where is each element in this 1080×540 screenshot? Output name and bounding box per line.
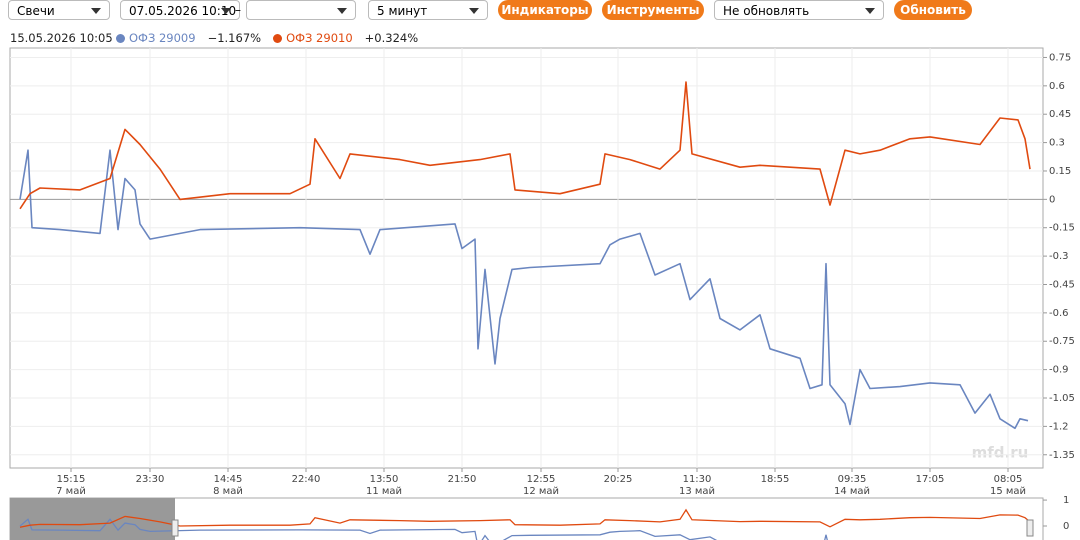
legend-label: ОФЗ 29010 <box>286 31 353 45</box>
legend-marker <box>116 33 125 43</box>
y-tick-label: -0.15 <box>1049 223 1075 234</box>
x-tick-label: 11:30 <box>683 474 712 485</box>
x-tick-date: 12 май <box>523 486 559 497</box>
navigator-mask <box>10 498 175 540</box>
navigator-handle[interactable] <box>1026 519 1034 537</box>
x-tick-label: 13:50 <box>370 474 399 485</box>
x-tick-label: 08:05 <box>994 474 1023 485</box>
y-tick-label: 0 <box>1049 194 1055 205</box>
y-tick-label: -1.35 <box>1049 450 1075 461</box>
separator: – <box>235 3 241 17</box>
interval-select[interactable]: 5 минут <box>368 0 488 20</box>
x-tick-label: 12:55 <box>527 474 556 485</box>
x-tick-label: 18:55 <box>761 474 790 485</box>
nav-tick-label: 0 <box>1063 521 1069 532</box>
series-line <box>19 81 1031 210</box>
x-tick-label: 15:15 <box>57 474 86 485</box>
x-tick-label: 23:30 <box>136 474 165 485</box>
y-tick-label: -1.05 <box>1049 393 1075 404</box>
legend: ОФЗ 29009 −1.167% ОФЗ 29010 +0.324% <box>116 31 418 45</box>
y-tick-label: -0.6 <box>1049 308 1069 319</box>
y-tick-label: -0.3 <box>1049 251 1069 262</box>
watermark: mfd.ru <box>972 444 1029 462</box>
x-tick-label: 14:45 <box>214 474 243 485</box>
navigator-line <box>19 508 1031 528</box>
legend-item: ОФЗ 29010 +0.324% <box>273 31 418 45</box>
y-tick-label: -0.45 <box>1049 279 1075 290</box>
x-tick-date: 11 май <box>366 486 402 497</box>
navigator-lines <box>19 508 1031 540</box>
x-tick-label: 22:40 <box>292 474 321 485</box>
x-tick-date: 13 май <box>679 486 715 497</box>
y-tick-label: 0.75 <box>1049 52 1071 63</box>
x-tick-label: 21:50 <box>448 474 477 485</box>
legend-change: +0.324% <box>364 31 419 45</box>
indicators-button[interactable]: Индикаторы <box>498 0 592 20</box>
x-tick-date: 8 май <box>213 486 243 497</box>
series-line <box>19 149 1029 430</box>
x-tick-date: 14 май <box>834 486 870 497</box>
y-tick-label: 0.45 <box>1049 109 1071 120</box>
x-tick-date: 7 май <box>56 486 86 497</box>
x-tick-label: 17:05 <box>916 474 945 485</box>
legend-marker <box>273 33 283 43</box>
chart-type-select[interactable]: Свечи <box>8 0 110 20</box>
navigator-handle[interactable] <box>171 519 179 537</box>
y-tick-label: -0.75 <box>1049 336 1075 347</box>
y-tick-label: 0.3 <box>1049 138 1065 149</box>
nav-tick-label: 1 <box>1063 495 1069 506</box>
legend-change: −1.167% <box>207 31 262 45</box>
x-tick-date: 15 май <box>990 486 1026 497</box>
date-to-input[interactable] <box>246 0 356 20</box>
y-tick-label: -1.2 <box>1049 421 1069 432</box>
instruments-button[interactable]: Инструменты <box>602 0 704 20</box>
refresh-mode-select[interactable]: Не обновлять <box>714 0 884 20</box>
refresh-button[interactable]: Обновить <box>894 0 972 20</box>
y-tick-label: 0.6 <box>1049 81 1065 92</box>
plot-frame <box>9 47 1044 469</box>
date-from-input[interactable]: 07.05.2026 10:10 <box>120 0 240 20</box>
y-tick-label: -0.9 <box>1049 365 1069 376</box>
legend-date: 15.05.2026 10:05 <box>10 31 113 45</box>
legend-item: ОФЗ 29009 −1.167% <box>116 31 261 45</box>
legend-label: ОФЗ 29009 <box>129 31 196 45</box>
x-tick-label: 20:25 <box>604 474 633 485</box>
navigator-line <box>19 518 828 540</box>
x-tick-label: 09:35 <box>838 474 867 485</box>
y-tick-label: 0.15 <box>1049 166 1071 177</box>
